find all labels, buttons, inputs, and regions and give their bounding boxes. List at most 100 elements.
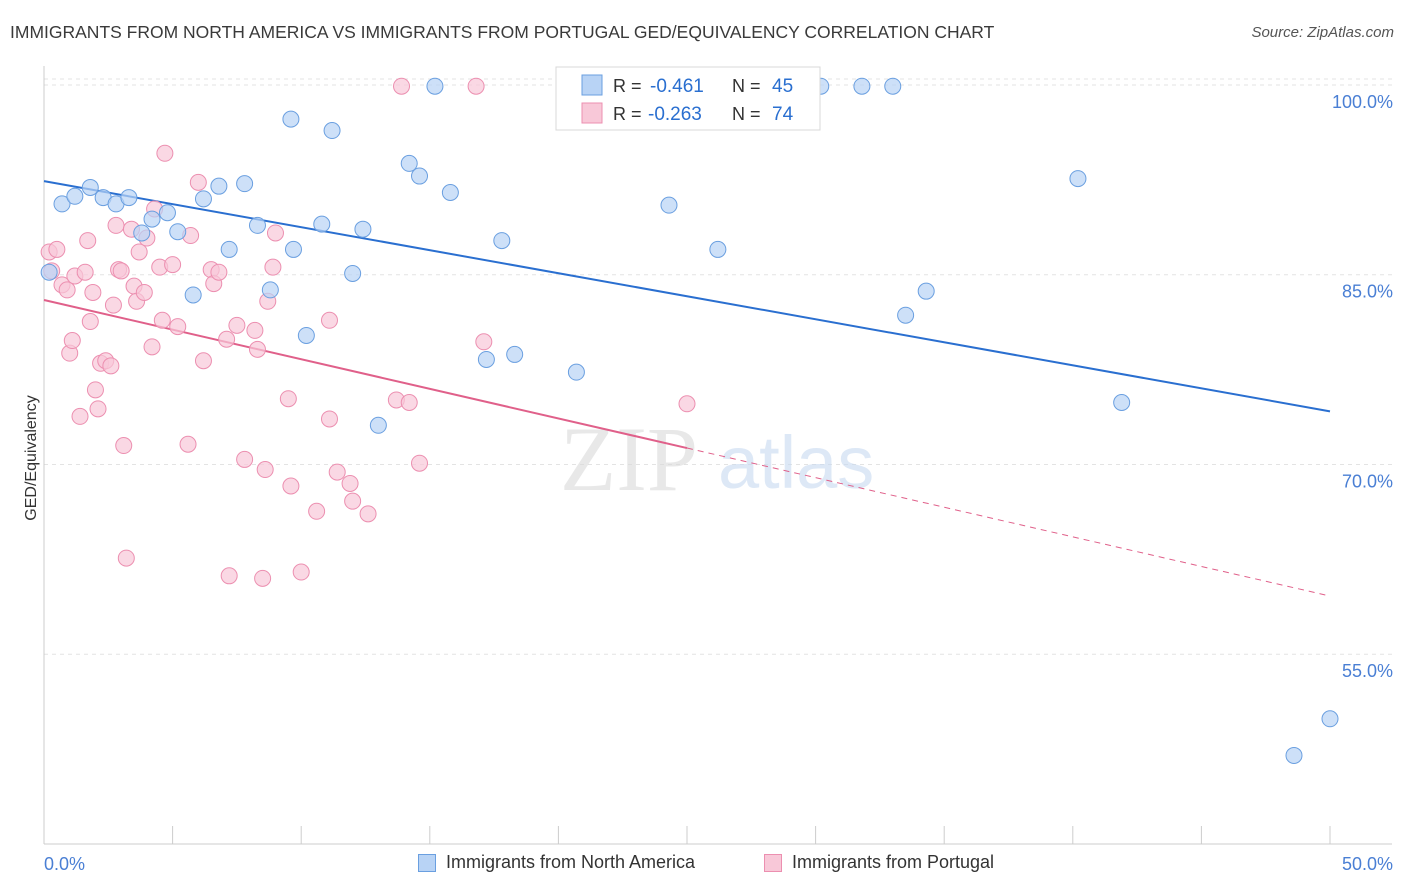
point-portugal [344, 492, 362, 510]
legend-swatch-pink [764, 853, 782, 872]
legend-item-north-america: Immigrants from North America [418, 852, 695, 873]
point-north-america [282, 110, 300, 128]
point-portugal [156, 144, 174, 162]
point-north-america [143, 210, 161, 228]
trend-line-north-america [43, 180, 1331, 413]
point-north-america [441, 184, 459, 202]
point-portugal [248, 340, 266, 358]
chart-title: IMMIGRANTS FROM NORTH AMERICA VS IMMIGRA… [10, 22, 995, 42]
stats-r-value-pink: -0.263 [648, 104, 702, 125]
stats-r-label-pink: R = [613, 104, 642, 124]
point-portugal [81, 313, 99, 331]
point-north-america [400, 154, 418, 172]
point-portugal [475, 333, 493, 351]
point-north-america [40, 263, 58, 281]
point-portugal [115, 437, 133, 455]
point-north-america [709, 240, 727, 258]
point-portugal [246, 321, 264, 339]
x-tick-label: 50.0% [1342, 854, 1393, 874]
y-tick-label: 55.0% [1342, 661, 1393, 681]
point-north-america [884, 77, 902, 95]
point-portugal [112, 262, 130, 280]
point-portugal [63, 332, 81, 350]
point-portugal [143, 338, 161, 356]
point-portugal [254, 569, 272, 587]
y-tick-label: 100.0% [1332, 92, 1393, 112]
point-portugal [71, 407, 89, 425]
point-portugal [282, 477, 300, 495]
point-portugal [411, 454, 429, 472]
point-north-america [411, 167, 429, 185]
stats-n-label-pink: N = [732, 104, 761, 124]
point-portugal [279, 390, 297, 408]
point-portugal [256, 461, 274, 479]
point-north-america [81, 178, 99, 196]
trend-lines [43, 180, 1331, 597]
point-portugal [400, 394, 418, 412]
point-portugal [467, 77, 485, 95]
legend-item-portugal: Immigrants from Portugal [764, 852, 994, 873]
point-portugal [104, 296, 122, 314]
point-portugal [107, 216, 125, 234]
point-north-america [853, 77, 871, 95]
point-portugal [320, 311, 338, 329]
point-north-america [323, 122, 341, 140]
point-portugal [266, 224, 284, 242]
point-north-america [220, 240, 238, 258]
point-portugal [210, 263, 228, 281]
legend-label-portugal: Immigrants from Portugal [792, 852, 995, 872]
grid-lines [44, 78, 1392, 655]
point-portugal [228, 316, 246, 334]
point-north-america [53, 195, 71, 213]
point-portugal [264, 258, 282, 276]
point-north-america [369, 416, 387, 434]
trend-line-portugal [43, 299, 688, 450]
point-portugal [84, 283, 102, 301]
point-north-america [194, 190, 212, 208]
watermark: ZIP atlas [560, 408, 874, 510]
point-portugal [393, 77, 411, 95]
source-label: Source: ZipAtlas.com [1251, 24, 1394, 41]
point-north-america [917, 282, 935, 300]
stats-n-value-pink: 74 [772, 104, 794, 125]
point-north-america [1285, 746, 1303, 764]
point-north-america [1321, 710, 1339, 728]
tick-labels: 55.0% 70.0% 85.0% 100.0% 0.0% 50.0% [44, 92, 1393, 874]
stats-r-label-blue: R = [613, 76, 642, 96]
point-north-america [493, 232, 511, 250]
point-portugal [58, 281, 76, 299]
point-portugal [153, 311, 171, 329]
point-north-america [1069, 170, 1087, 188]
point-north-america [261, 281, 279, 299]
point-portugal [359, 505, 377, 523]
axes [43, 66, 1392, 845]
point-north-america [248, 216, 266, 234]
point-north-america [567, 363, 585, 381]
point-north-america [477, 350, 495, 368]
x-tick-label: 0.0% [44, 854, 85, 874]
point-portugal [86, 381, 104, 399]
point-north-america [210, 177, 228, 195]
point-portugal [48, 240, 66, 258]
point-portugal [117, 549, 135, 567]
legend-swatch-blue [418, 853, 436, 872]
watermark-atlas: atlas [718, 421, 874, 504]
stats-legend: R = -0.461 N = 45 R = -0.263 N = 74 [555, 66, 821, 131]
point-portugal [89, 400, 107, 418]
point-north-america [354, 220, 372, 238]
point-north-america [158, 204, 176, 222]
point-portugal [130, 243, 148, 261]
stats-swatch-pink [581, 102, 603, 124]
point-portugal [220, 567, 238, 585]
point-north-america [313, 215, 331, 233]
point-portugal [341, 474, 359, 492]
point-north-america [660, 196, 678, 214]
point-portugal [292, 563, 310, 581]
point-north-america [284, 240, 302, 258]
stats-n-label-blue: N = [732, 76, 761, 96]
point-portugal [135, 283, 153, 301]
point-portugal [194, 352, 212, 370]
point-north-america [120, 189, 138, 207]
point-portugal [678, 395, 696, 413]
